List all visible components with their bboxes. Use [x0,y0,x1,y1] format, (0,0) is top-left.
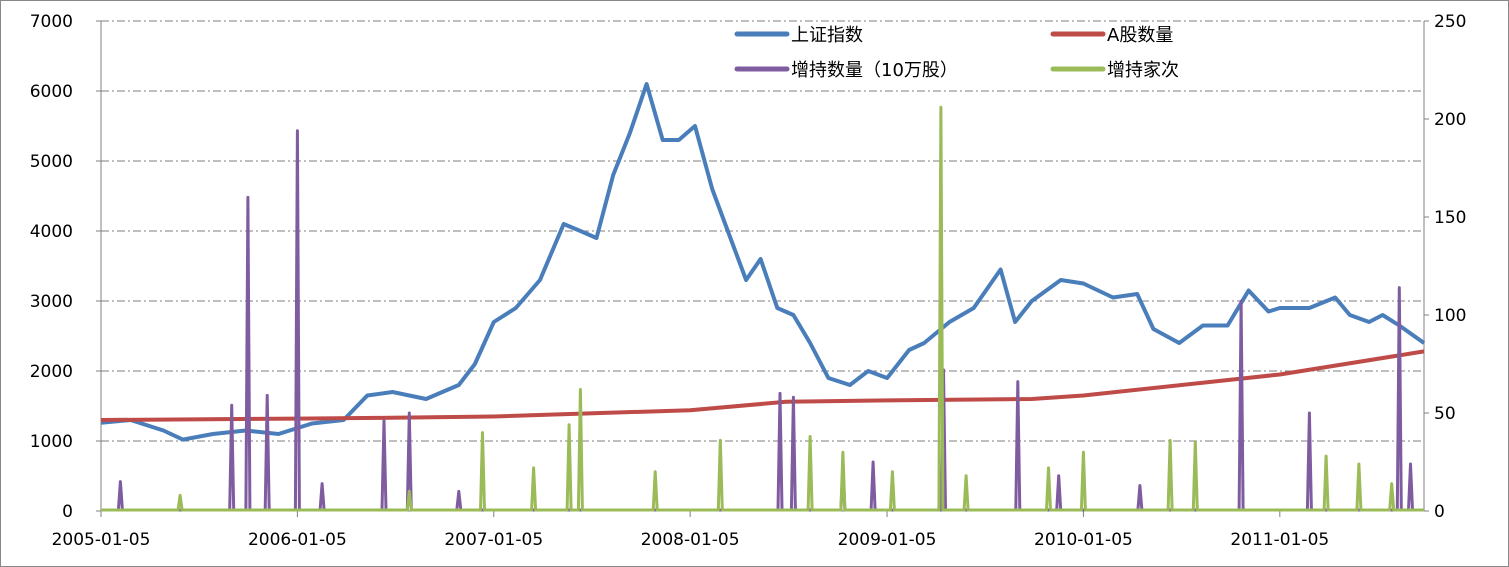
series-line [101,129,1424,512]
x-tick-label: 2005-01-05 [52,530,151,550]
legend-label: 上证指数 [791,25,863,46]
y-right-tick-label: 100 [1434,306,1466,326]
series-layer [100,82,1426,512]
x-tick-label: 2007-01-05 [444,530,543,550]
x-tick-label: 2008-01-05 [641,530,740,550]
y-right-tick-label: 50 [1434,404,1456,424]
y-left-tick-label: 6000 [30,82,73,102]
grid-lines [101,20,1424,442]
x-tick-label: 2011-01-05 [1230,530,1329,550]
x-tick-label: 2010-01-05 [1034,530,1133,550]
y-left-tick-label: 4000 [30,222,73,242]
y-right-tick-label: 0 [1434,502,1445,522]
series-line [101,105,1424,512]
y-right-tick-label: 200 [1434,110,1466,130]
tick-labels: 0 1000 2000 3000 4000 5000 6000 7000 0 50 100 150 20… [30,12,1467,550]
legend-label: 增持家次 [1107,60,1179,81]
y-left-tick-label: 1000 [30,432,73,452]
x-tick-label: 2009-01-05 [838,530,937,550]
legend-label: A股数量 [1107,25,1173,46]
y-right-tick-label: 250 [1434,12,1466,32]
x-tick-label: 2006-01-05 [248,530,347,550]
y-left-tick-label: 7000 [30,12,73,32]
y-left-tick-label: 5000 [30,152,73,172]
y-right-tick-label: 150 [1434,208,1466,228]
legend-label: 增持数量（10万股） [791,60,958,81]
series-line [100,349,1425,422]
y-left-tick-label: 2000 [30,362,73,382]
y-left-tick-label: 0 [62,502,73,522]
y-left-tick-label: 3000 [30,292,73,312]
series-line [100,82,1426,442]
